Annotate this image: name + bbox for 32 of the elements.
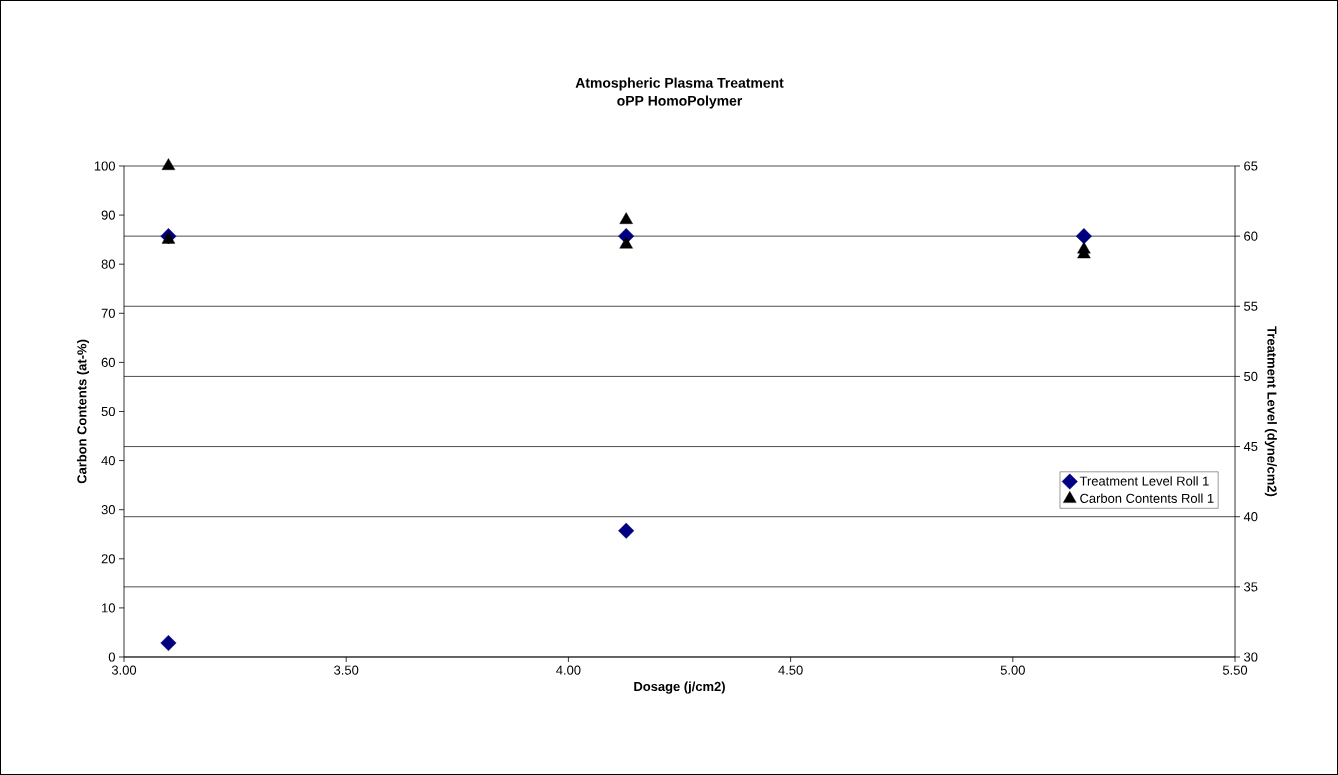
y-tick-label: 50 xyxy=(101,406,115,417)
chart-title: Atmospheric Plasma Treatment xyxy=(575,77,784,91)
y-axis-title: Carbon Contents (at-%) xyxy=(76,339,90,484)
x-tick-label: 3.50 xyxy=(334,665,359,675)
y2-tick-label: 35 xyxy=(1244,582,1258,592)
legend-label: Treatment Level Roll 1 xyxy=(1079,476,1209,486)
x-tick-label: 3.00 xyxy=(111,665,137,675)
y2-tick-label: 45 xyxy=(1243,442,1258,452)
y-tick-label: 90 xyxy=(101,210,115,220)
y-tick-label: 60 xyxy=(101,357,115,367)
x-tick-label: 5.50 xyxy=(1222,665,1248,675)
y2-tick-label: 50 xyxy=(1244,371,1258,381)
x-tick-label: 4.00 xyxy=(556,665,581,675)
y2-tick-label: 65 xyxy=(1244,161,1258,171)
y-tick-label: 80 xyxy=(101,259,115,269)
x-axis-title: Dosage (j/cm2) xyxy=(634,681,725,694)
y-tick-label: 70 xyxy=(101,308,115,318)
y-tick-label: 20 xyxy=(101,554,115,564)
y-tick-label: 100 xyxy=(94,161,115,171)
y2-tick-label: 60 xyxy=(1244,231,1258,241)
y2-tick-label: 40 xyxy=(1243,512,1258,522)
x-tick-label: 4.50 xyxy=(778,665,803,675)
y-tick-label: 30 xyxy=(101,505,115,515)
x-tick-label: 5.00 xyxy=(1000,665,1025,675)
y2-tick-label: 30 xyxy=(1244,652,1258,662)
y-tick-label: 40 xyxy=(101,456,115,466)
legend-label: Carbon Contents Roll 1 xyxy=(1080,493,1214,503)
y2-tick-label: 55 xyxy=(1244,301,1258,311)
y-tick-label: 10 xyxy=(102,603,115,613)
chart-subtitle: oPP HomoPolymer xyxy=(617,95,743,109)
y2-axis-title: Treatment Level (dyne/cm2) xyxy=(1264,326,1277,497)
y-tick-label: 0 xyxy=(108,652,115,662)
